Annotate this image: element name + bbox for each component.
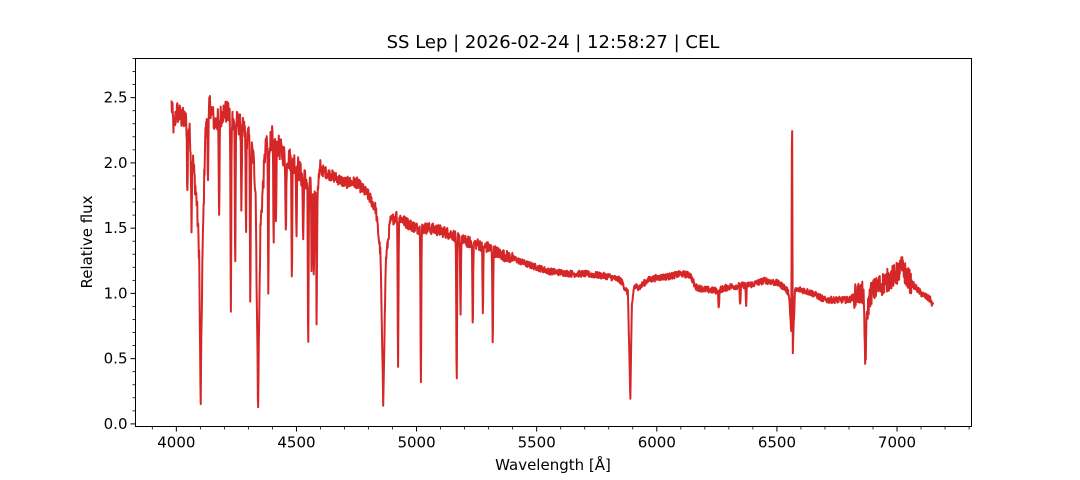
ticks-layer: 4000 4500 5000 5500 6000 6500 7000 0.0 0.5 1.0 1.5… — [104, 58, 970, 452]
y-tick-label: 2.5 — [104, 89, 128, 107]
y-tick-label: 1.5 — [104, 219, 128, 237]
x-tick-label: 6500 — [758, 434, 796, 452]
spectrum-line — [170, 95, 935, 409]
y-tick-label: 2.0 — [104, 154, 128, 172]
x-tick-label: 6000 — [638, 434, 676, 452]
x-axis-label: Wavelength [Å] — [495, 455, 611, 474]
plot-frame — [135, 58, 972, 427]
y-tick-label: 0.0 — [104, 415, 128, 433]
series-layer — [170, 95, 935, 409]
x-tick-label: 7000 — [878, 434, 916, 452]
y-tick-label: 0.5 — [104, 350, 128, 368]
x-tick-label: 5500 — [518, 434, 556, 452]
x-tick-label: 4000 — [157, 434, 195, 452]
x-tick-label: 4500 — [277, 434, 315, 452]
y-tick-label: 1.0 — [104, 284, 128, 302]
y-axis-label: Relative flux — [78, 195, 96, 288]
x-tick-label: 5000 — [397, 434, 435, 452]
chart-title: SS Lep | 2026-02-24 | 12:58:27 | CEL — [387, 32, 720, 53]
